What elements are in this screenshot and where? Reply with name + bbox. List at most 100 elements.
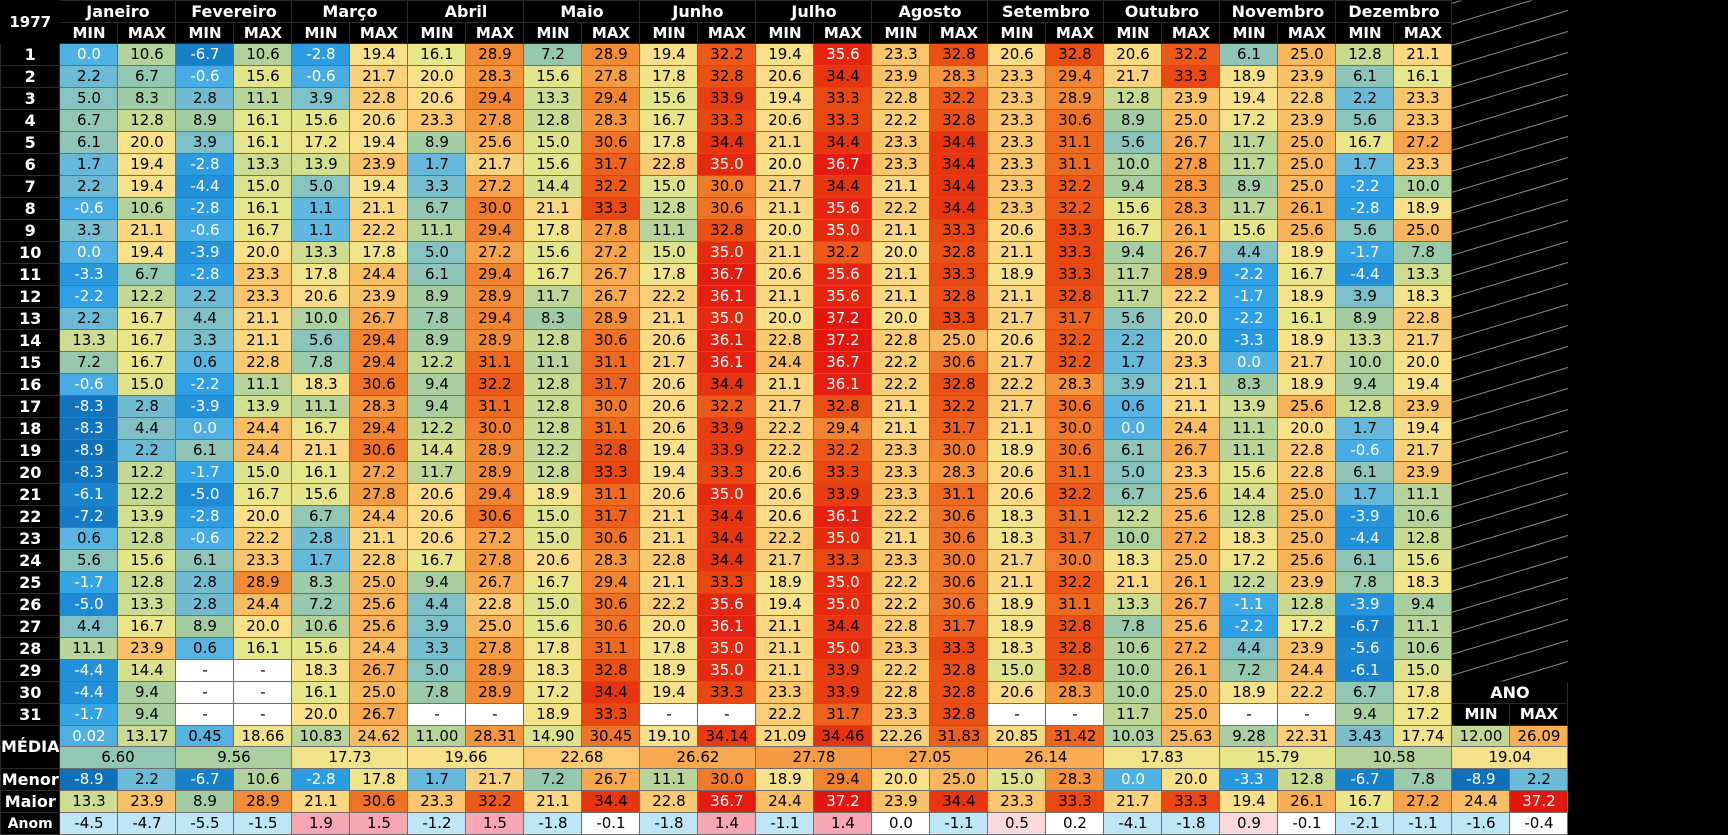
max-temp-cell: 30.0: [465, 197, 525, 220]
max-temp-cell: 11.1: [1393, 483, 1453, 506]
min-temp-cell: 15.6: [1103, 197, 1163, 220]
month-mean-cell: 17.73: [291, 746, 409, 769]
empty-day-cell: -: [697, 703, 757, 726]
min-temp-cell: 1.7: [291, 549, 351, 572]
min-temp-cell: 3.9: [407, 615, 467, 638]
max-temp-cell: 31.1: [581, 483, 641, 506]
max-temp-cell: 32.2: [1045, 329, 1105, 352]
min-temp-cell: 20.0: [871, 307, 931, 330]
max-temp-cell: 37.2: [813, 329, 873, 352]
min-temp-cell: 20.6: [755, 263, 815, 286]
max-temp-cell: 27.2: [581, 241, 641, 264]
max-temp-cell: 30.6: [1045, 395, 1105, 418]
min-temp-cell: 6.1: [1103, 439, 1163, 462]
min-temp-cell: 11.7: [407, 461, 467, 484]
max-temp-cell: 33.3: [697, 109, 757, 132]
max-temp-cell: 16.7: [117, 307, 177, 330]
max-temp-cell: 32.2: [1045, 351, 1105, 374]
min-temp-cell: 17.8: [639, 637, 699, 660]
min-temp-cell: 16.1: [291, 461, 351, 484]
max-temp-cell: 26.7: [349, 307, 409, 330]
max-temp-cell: 22.8: [1277, 87, 1337, 110]
max-temp-cell: 32.8: [929, 373, 989, 396]
mean-min-cell: 10.83: [291, 725, 351, 747]
blank-corner: [1451, 351, 1569, 374]
min-temp-cell: 22.2: [871, 571, 931, 594]
max-temp-cell: 28.9: [465, 461, 525, 484]
min-temp-cell: 23.3: [987, 153, 1047, 176]
min-temp-cell: -2.2: [175, 373, 235, 396]
min-temp-cell: 7.8: [1103, 615, 1163, 638]
min-temp-cell: 8.9: [1219, 175, 1279, 198]
min-temp-cell: 22.8: [871, 681, 931, 704]
max-temp-cell: 21.7: [1277, 351, 1337, 374]
min-temp-cell: -2.8: [175, 153, 235, 176]
highest-cell: 27.2: [1393, 790, 1453, 813]
min-temp-cell: 17.2: [291, 131, 351, 154]
min-temp-cell: -3.3: [1219, 329, 1279, 352]
max-temp-cell: 9.4: [117, 703, 177, 726]
min-temp-cell: -2.2: [1335, 175, 1395, 198]
min-temp-cell: 18.9: [1219, 681, 1279, 704]
min-temp-cell: -4.4: [59, 659, 119, 682]
max-temp-cell: 22.2: [1161, 285, 1221, 308]
min-temp-cell: 23.3: [871, 703, 931, 726]
max-temp-cell: 29.4: [813, 417, 873, 440]
highest-cell: 23.9: [871, 790, 931, 813]
stat-label: Anom: [0, 812, 61, 835]
min-temp-cell: 19.4: [639, 439, 699, 462]
month-mean-cell: 27.78: [755, 746, 873, 769]
lowest-cell: 21.7: [465, 768, 525, 791]
max-temp-cell: 24.4: [349, 505, 409, 528]
blank-corner: [1451, 109, 1569, 132]
month-mean-cell: 15.79: [1219, 746, 1337, 769]
max-temp-cell: 34.4: [813, 615, 873, 638]
max-temp-cell: 21.1: [1161, 373, 1221, 396]
min-temp-cell: 8.9: [1335, 307, 1395, 330]
month-header: Setembro: [987, 0, 1105, 23]
min-temp-cell: 21.1: [987, 285, 1047, 308]
highest-cell: 34.4: [929, 790, 989, 813]
empty-day-cell: -: [1045, 703, 1105, 726]
year-anomaly-cell: -1.6: [1451, 812, 1511, 835]
max-temp-cell: 28.9: [465, 681, 525, 704]
min-subheader: MIN: [639, 22, 699, 44]
min-temp-cell: 1.1: [291, 197, 351, 220]
max-temp-cell: 23.3: [1393, 109, 1453, 132]
min-temp-cell: 9.4: [1335, 373, 1395, 396]
min-temp-cell: 2.2: [59, 307, 119, 330]
min-temp-cell: 13.3: [1103, 593, 1163, 616]
min-temp-cell: -2.2: [1219, 307, 1279, 330]
min-temp-cell: 9.4: [407, 395, 467, 418]
year-lowest-cell: 2.2: [1509, 768, 1569, 791]
min-temp-cell: 5.0: [59, 87, 119, 110]
min-temp-cell: 23.3: [755, 681, 815, 704]
max-temp-cell: 34.4: [697, 373, 757, 396]
min-temp-cell: 12.2: [1219, 571, 1279, 594]
anomaly-cell: 1.5: [465, 812, 525, 835]
min-subheader: MIN: [407, 22, 467, 44]
temperature-table: 1977 Janeiro Fevereiro Março Abril Maio Junho J…: [0, 0, 1569, 835]
blank-corner: [1451, 43, 1569, 66]
min-temp-cell: 22.2: [871, 505, 931, 528]
max-temp-cell: 32.8: [1045, 637, 1105, 660]
anomaly-cell: -5.5: [175, 812, 235, 835]
min-temp-cell: 0.6: [175, 637, 235, 660]
max-temp-cell: 25.0: [1277, 527, 1337, 550]
min-temp-cell: 22.2: [871, 351, 931, 374]
max-temp-cell: 23.3: [1161, 351, 1221, 374]
max-temp-cell: 21.1: [1161, 395, 1221, 418]
max-temp-cell: 34.4: [813, 131, 873, 154]
min-temp-cell: 20.6: [987, 681, 1047, 704]
month-header: Maio: [523, 0, 641, 23]
max-temp-cell: 34.4: [929, 131, 989, 154]
max-temp-cell: 23.3: [233, 549, 293, 572]
min-temp-cell: -2.8: [175, 505, 235, 528]
highest-cell: 13.3: [59, 790, 119, 813]
blank-corner: [1451, 307, 1569, 330]
day-label: 27: [0, 615, 61, 638]
min-temp-cell: 13.3: [1335, 329, 1395, 352]
max-temp-cell: 29.4: [465, 219, 525, 242]
min-temp-cell: 1.7: [1335, 483, 1395, 506]
anomaly-cell: -4.1: [1103, 812, 1163, 835]
